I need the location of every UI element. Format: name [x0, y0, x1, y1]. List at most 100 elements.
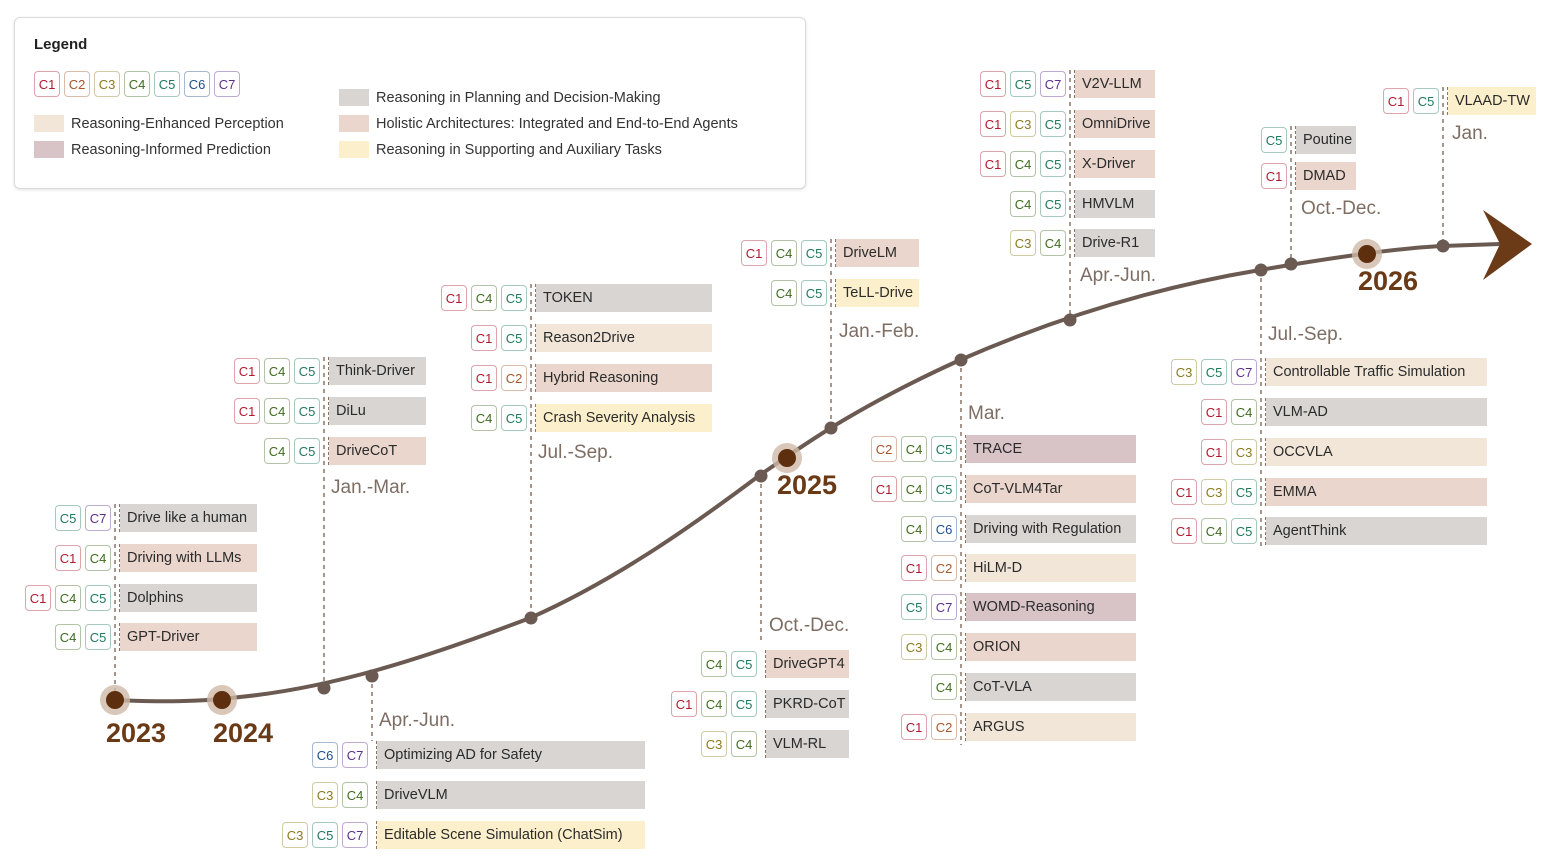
- entry-row: C1 DMAD: [1261, 162, 1356, 190]
- legend-item-planning: Reasoning in Planning and Decision-Makin…: [339, 89, 661, 106]
- tag-chip-c3: C3: [282, 822, 308, 848]
- entry-separator: [328, 437, 329, 465]
- entry-label: ORION: [966, 633, 1136, 661]
- tag-chip-c2: C2: [871, 436, 897, 462]
- entry-row: C1 C4 C5 Dolphins: [25, 584, 257, 612]
- entry-separator: [328, 397, 329, 425]
- entry-row: C4 C5 TeLL-Drive: [771, 279, 919, 307]
- entry-label: AgentThink: [1266, 517, 1487, 545]
- tag-chip-c4: C4: [124, 71, 150, 97]
- entry-row: C1 C2 HiLM-D: [901, 554, 1136, 582]
- tag-chip-c1: C1: [234, 398, 260, 424]
- entry-label: PKRD-CoT: [766, 690, 849, 718]
- tag-chip-c5: C5: [731, 651, 757, 677]
- entry-label: Dolphins: [120, 584, 257, 612]
- tag-chip-c4: C4: [1010, 191, 1036, 217]
- tag-chip-c7: C7: [85, 505, 111, 531]
- tag-chip-c3: C3: [901, 634, 927, 660]
- tag-chip-c1: C1: [741, 240, 767, 266]
- entry-label: DriveCoT: [329, 437, 426, 465]
- entry-row: C1 C4 C5 TOKEN: [441, 284, 712, 312]
- entry-separator: [1074, 150, 1075, 178]
- entry-separator: [1295, 126, 1296, 154]
- year-label-2023: 2023: [106, 718, 167, 748]
- tag-chip-c1: C1: [901, 714, 927, 740]
- entry-row: C3 C4 ORION: [901, 633, 1136, 661]
- entry-separator: [119, 504, 120, 532]
- tag-chip-c4: C4: [931, 634, 957, 660]
- entry-row: C4 C5 DriveCoT: [264, 437, 426, 465]
- entry-separator: [965, 633, 966, 661]
- tag-chip-c7: C7: [214, 71, 240, 97]
- entry-label: Drive like a human: [120, 504, 257, 532]
- period-label: Jul.-Sep.: [1268, 324, 1343, 345]
- period-marker: [824, 421, 838, 435]
- entry-label: X-Driver: [1075, 150, 1155, 178]
- legend-item-holistic: Holistic Architectures: Integrated and E…: [339, 115, 738, 132]
- tag-chip-c4: C4: [55, 624, 81, 650]
- entry-label: OmniDrive: [1075, 110, 1155, 138]
- tag-chip-c2: C2: [501, 365, 527, 391]
- tag-chip-c2: C2: [64, 71, 90, 97]
- period-label: Oct.-Dec.: [1301, 198, 1382, 219]
- period-marker: [754, 469, 768, 483]
- entry-row: C4 C6 Driving with Regulation: [901, 515, 1136, 543]
- entry-row: C4 CoT-VLA: [931, 673, 1136, 701]
- entry-label: GPT-Driver: [120, 623, 257, 651]
- tag-chip-c4: C4: [901, 436, 927, 462]
- tag-chip-c4: C4: [931, 674, 957, 700]
- entry-row: C5 C7 Drive like a human: [55, 504, 257, 532]
- entry-row: C1 C2 Hybrid Reasoning: [471, 364, 712, 392]
- entry-row: C1 C3 C5 OmniDrive: [980, 110, 1155, 138]
- entry-separator: [376, 821, 377, 849]
- period-label: Oct.-Dec.: [769, 615, 850, 636]
- entry-label: V2V-LLM: [1075, 70, 1155, 98]
- timeline-markers: [100, 239, 1450, 715]
- entry-separator: [1295, 162, 1296, 190]
- entry-label: Editable Scene Simulation (ChatSim): [377, 821, 645, 849]
- tag-chip-c7: C7: [1040, 71, 1066, 97]
- period-label: Jan.: [1452, 123, 1488, 144]
- entry-row: C4 C5 GPT-Driver: [55, 623, 257, 651]
- entry-label: Think-Driver: [329, 357, 426, 385]
- legend-item-perception: Reasoning-Enhanced Perception: [34, 115, 284, 132]
- legend-title: Legend: [34, 36, 88, 53]
- tag-chip-c1: C1: [1201, 399, 1227, 425]
- entry-separator: [765, 650, 766, 678]
- tag-chip-c1: C1: [471, 365, 497, 391]
- tag-chip-c4: C4: [55, 585, 81, 611]
- entry-separator: [1074, 190, 1075, 218]
- tag-chip-c1: C1: [980, 151, 1006, 177]
- legend-swatch: [339, 141, 369, 158]
- entry-label: DriveVLM: [377, 781, 645, 809]
- tag-chip-c4: C4: [901, 516, 927, 542]
- tag-chip-c4: C4: [701, 651, 727, 677]
- tag-chip-c4: C4: [471, 405, 497, 431]
- tag-chip-c4: C4: [1040, 230, 1066, 256]
- tag-chip-c3: C3: [1010, 230, 1036, 256]
- period-marker: [365, 669, 379, 683]
- tag-chip-c2: C2: [931, 714, 957, 740]
- period-label: Apr.-Jun.: [379, 710, 456, 731]
- entry-label: CoT-VLM4Tar: [966, 475, 1136, 503]
- entry-row: C4 C5 DriveGPT4: [701, 650, 849, 678]
- entry-row: C1 C5 C7 V2V-LLM: [980, 70, 1155, 98]
- tag-chip-c3: C3: [1201, 479, 1227, 505]
- tag-chip-c4: C4: [471, 285, 497, 311]
- legend-label: Reasoning-Enhanced Perception: [71, 115, 284, 132]
- tag-chip-c1: C1: [1171, 479, 1197, 505]
- period-marker: [1436, 239, 1450, 253]
- period-marker: [1254, 263, 1268, 277]
- entry-row: C6 C7 Optimizing AD for Safety: [312, 741, 645, 769]
- entry-separator: [965, 435, 966, 463]
- entry-label: TRACE: [966, 435, 1136, 463]
- entry-separator: [965, 673, 966, 701]
- tag-chip-c6: C6: [312, 742, 338, 768]
- tag-chip-c5: C5: [801, 280, 827, 306]
- tag-chip-c1: C1: [1201, 439, 1227, 465]
- tag-chip-c5: C5: [931, 476, 957, 502]
- year-label-2025: 2025: [777, 470, 838, 500]
- legend-chip-row: C1 C2 C3 C4 C5 C6 C7: [34, 71, 244, 97]
- tag-chip-c4: C4: [731, 731, 757, 757]
